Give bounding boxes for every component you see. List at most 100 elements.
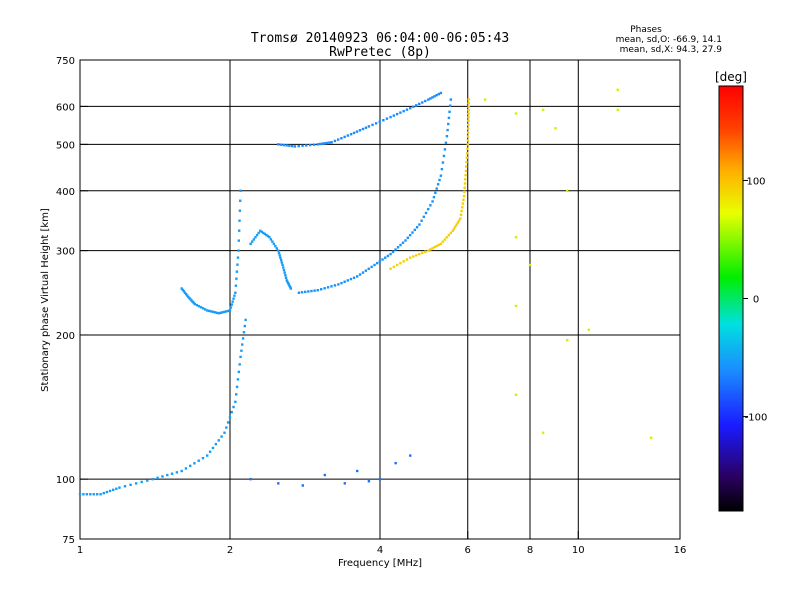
grid-lines: [80, 60, 680, 539]
y-tick-label: 400: [56, 187, 75, 198]
data-point: [466, 139, 470, 142]
data-point: [225, 426, 228, 429]
data-point: [301, 484, 305, 487]
data-point: [99, 493, 102, 496]
x-tick-label: 4: [377, 545, 383, 556]
data-point: [205, 309, 209, 312]
data-point: [461, 206, 464, 209]
data-point: [445, 134, 449, 138]
data-point: [459, 217, 462, 220]
data-point: [429, 248, 432, 251]
data-point: [467, 116, 470, 119]
data-point: [259, 229, 262, 232]
data-point: [447, 233, 451, 237]
data-point: [367, 267, 370, 270]
data-point: [395, 263, 399, 267]
data-point: [405, 108, 409, 111]
data-point: [404, 239, 407, 242]
data-point: [330, 285, 333, 288]
data-point: [326, 286, 330, 289]
data-point: [467, 119, 470, 122]
colorbar-label: [deg]: [715, 70, 747, 84]
data-point: [412, 105, 415, 108]
data-point: [514, 235, 518, 239]
data-point: [462, 194, 466, 198]
data-point: [386, 254, 390, 258]
x-axis-label: Frequency [MHz]: [338, 558, 422, 569]
data-point: [234, 291, 237, 294]
data-point: [371, 123, 374, 127]
data-point: [424, 211, 428, 215]
data-point: [399, 243, 402, 247]
data-point: [463, 182, 467, 185]
data-point: [201, 456, 205, 460]
data-point: [307, 290, 310, 293]
data-point: [251, 240, 254, 243]
data-point: [215, 311, 219, 314]
data-point: [323, 287, 326, 290]
data-point: [389, 115, 392, 119]
data-point: [463, 190, 466, 194]
data-point: [228, 309, 232, 312]
data-point: [239, 189, 242, 192]
data-point: [205, 454, 209, 457]
data-point: [343, 135, 346, 139]
data-point: [483, 98, 487, 101]
data-point: [284, 276, 288, 280]
data-point: [219, 311, 222, 314]
data-point: [236, 263, 239, 266]
y-axis-label: Stationary phase Virtual Height [km]: [40, 208, 51, 392]
data-point: [465, 165, 468, 168]
chart-title: Tromsø 20140923 06:04:00-06:05:43: [251, 31, 509, 46]
data-point: [418, 102, 421, 106]
data-point: [82, 493, 85, 496]
data-point: [290, 144, 294, 148]
data-point: [409, 106, 412, 110]
data-points: [78, 88, 653, 496]
y-tick-label: 75: [62, 535, 75, 546]
data-point: [312, 143, 316, 146]
data-point: [399, 111, 402, 114]
data-point: [108, 489, 112, 493]
data-point: [444, 141, 448, 144]
data-point: [283, 271, 286, 274]
data-point: [146, 479, 149, 482]
data-point: [213, 311, 217, 314]
data-point: [352, 131, 356, 135]
data-point: [325, 141, 329, 145]
data-point: [435, 93, 438, 97]
data-point: [389, 267, 392, 270]
data-point: [279, 256, 282, 259]
data-point: [395, 112, 399, 116]
stats-x-mode: mean, sd,X: 94.3, 27.9: [620, 45, 723, 55]
data-point: [241, 343, 244, 346]
data-point: [443, 238, 447, 241]
data-point: [275, 247, 279, 250]
data-point: [358, 273, 362, 276]
data-point: [286, 280, 289, 283]
data-point: [465, 152, 469, 155]
data-point: [134, 482, 138, 485]
data-point: [378, 120, 381, 123]
stats-heading: Phases: [630, 25, 662, 35]
data-point: [225, 310, 228, 313]
data-point: [199, 306, 203, 309]
data-point: [616, 88, 619, 91]
data-point: [293, 145, 297, 148]
data-point: [438, 178, 441, 182]
data-point: [448, 110, 451, 113]
data-point: [429, 204, 432, 207]
data-point: [208, 450, 212, 453]
data-point: [281, 263, 284, 267]
data-point: [277, 143, 280, 146]
data-point: [541, 431, 545, 434]
data-point: [514, 393, 518, 397]
data-point: [271, 240, 274, 243]
data-point: [412, 255, 415, 258]
y-tick-label: 200: [56, 331, 75, 342]
data-point: [427, 249, 430, 252]
data-point: [287, 283, 291, 286]
data-point: [230, 303, 233, 306]
data-point: [432, 195, 436, 199]
data-point: [285, 144, 288, 147]
